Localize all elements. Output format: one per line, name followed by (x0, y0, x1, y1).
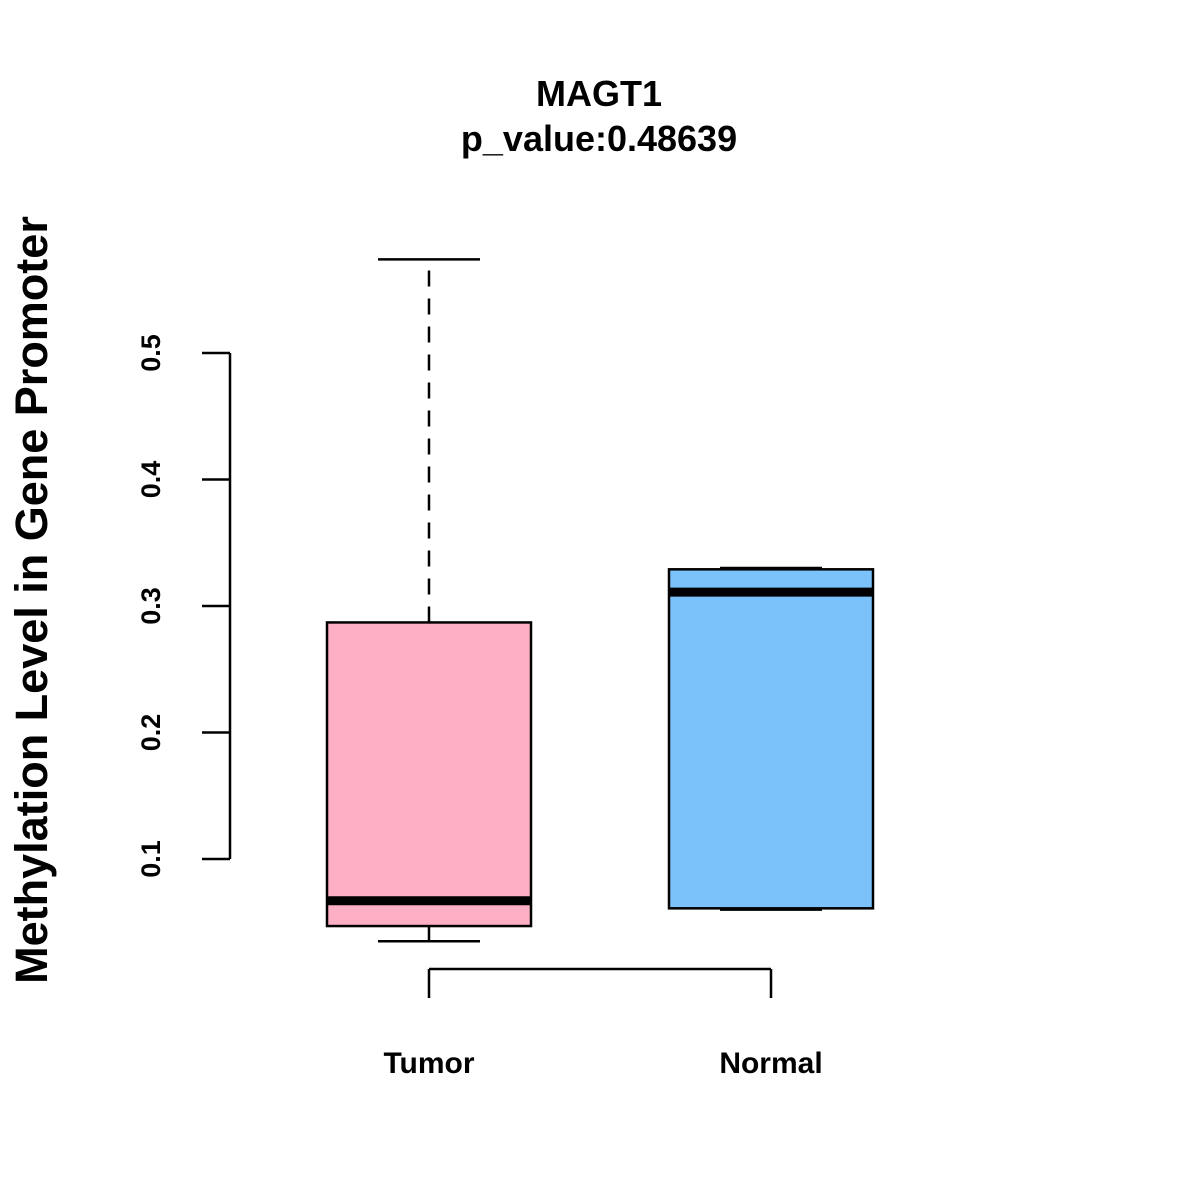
y-tick-label: 0.2 (136, 714, 166, 752)
box-tumor (325, 258, 533, 943)
boxes-group (325, 258, 875, 943)
y-tick-label: 0.4 (136, 461, 166, 499)
y-tick-label: 0.3 (136, 587, 166, 625)
y-axis: 0.1 0.2 0.3 0.4 0.5 (136, 334, 232, 878)
y-axis-label: Methylation Level in Gene Promoter (6, 216, 57, 984)
x-tick-label: Tumor (383, 1047, 474, 1080)
y-tick-label: 0.1 (136, 840, 166, 878)
chart-subtitle: p_value:0.48639 (461, 118, 737, 159)
box-iqr (667, 568, 875, 910)
x-axis: Tumor Normal (383, 967, 823, 1080)
chart-title: MAGT1 (536, 73, 662, 114)
y-tick-label: 0.5 (136, 334, 166, 372)
box-iqr (325, 621, 533, 928)
box-normal (667, 566, 875, 911)
x-tick-label: Normal (719, 1047, 822, 1080)
